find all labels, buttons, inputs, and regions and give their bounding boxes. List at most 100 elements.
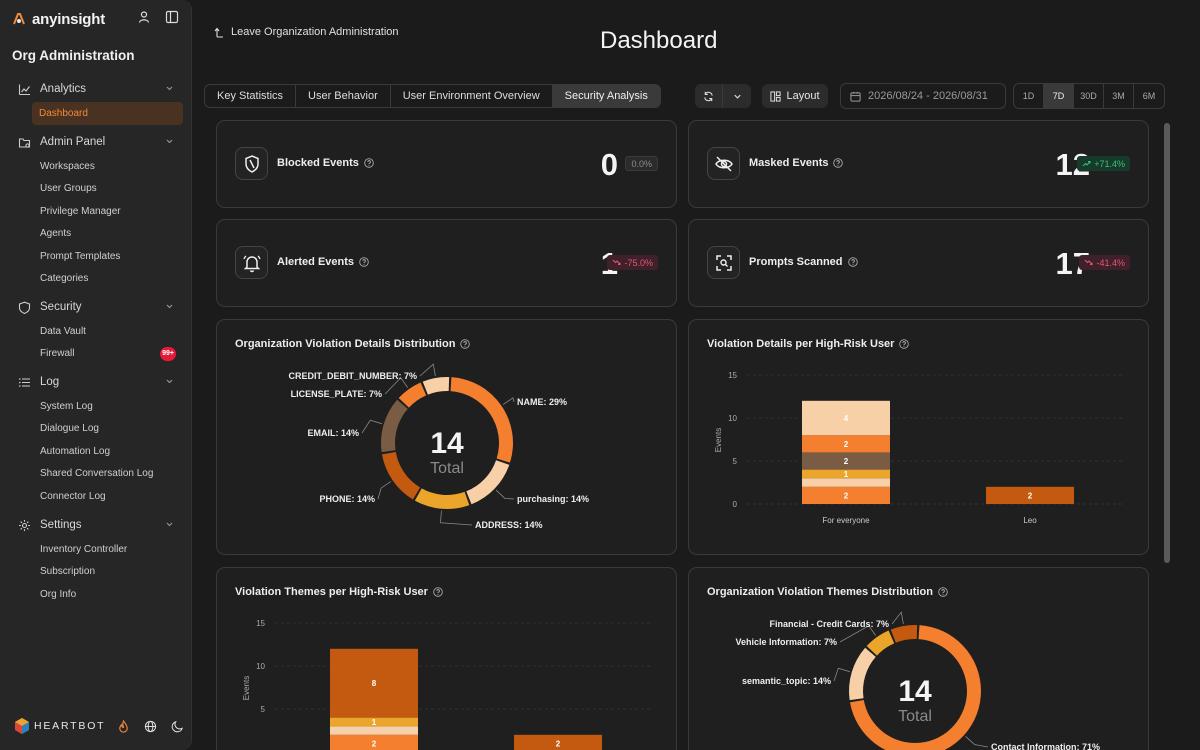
- sidebar-item-automation-log[interactable]: Automation Log: [0, 440, 192, 463]
- sidebar-item-prompt-templates[interactable]: Prompt Templates: [0, 245, 192, 268]
- sidebar-toggle-icon[interactable]: [165, 10, 179, 24]
- violation-themes-per-user-card: Violation Themes per High-Risk User 5 10 1…: [216, 567, 677, 750]
- alerted-events-label: Alerted Events: [277, 256, 369, 268]
- period-1d[interactable]: 1D: [1014, 84, 1044, 108]
- sidebar-item-dashboard[interactable]: Dashboard: [32, 102, 183, 125]
- sidebar-item-agents[interactable]: Agents: [0, 223, 192, 246]
- period-6m[interactable]: 6M: [1142, 91, 1156, 101]
- brand-logo[interactable]: anyinsight: [12, 10, 105, 28]
- help-icon[interactable]: [899, 339, 910, 349]
- donut-slice[interactable]: [450, 377, 513, 463]
- help-icon[interactable]: [847, 257, 858, 267]
- tab-security-analysis[interactable]: Security Analysis: [552, 85, 660, 107]
- bar-segment[interactable]: [986, 486, 1074, 504]
- nav-group-analytics[interactable]: Analytics: [0, 78, 192, 100]
- blocked-events-change-text: 0.0%: [631, 158, 652, 169]
- sidebar-item-workspaces[interactable]: Workspaces: [0, 155, 192, 178]
- tab-key-statistics[interactable]: Key Statistics: [205, 85, 297, 107]
- y-tick-label: 10: [256, 662, 265, 671]
- nav-group-settings[interactable]: Settings: [0, 514, 192, 536]
- bar-segment[interactable]: [802, 486, 890, 504]
- shield-slash-icon: [244, 154, 259, 173]
- donut-slice[interactable]: [849, 647, 876, 701]
- period-3m[interactable]: 3M: [1104, 84, 1134, 108]
- bar-segment[interactable]: [802, 469, 890, 479]
- sidebar-item-dialogue-log[interactable]: Dialogue Log: [0, 418, 192, 441]
- blocked-events-icon-box: [235, 147, 268, 180]
- tab-user-environment-overview[interactable]: User Environment Overview: [391, 85, 553, 107]
- bar-segment[interactable]: [330, 648, 418, 718]
- donut-slice[interactable]: [466, 460, 510, 505]
- donut-slice[interactable]: [398, 382, 427, 408]
- bar-segment[interactable]: [330, 717, 418, 727]
- y-tick-label: 0: [733, 500, 738, 509]
- sidebar-item-inventory-controller[interactable]: Inventory Controller: [0, 538, 192, 561]
- eye-off-icon: [714, 155, 733, 172]
- date-range-picker[interactable]: 2026/08/24 - 2026/08/31: [840, 83, 1006, 109]
- bar-segment[interactable]: [330, 726, 418, 735]
- nav-group-log[interactable]: Log: [0, 371, 192, 393]
- refresh-button[interactable]: [695, 84, 723, 108]
- donut-slice[interactable]: [414, 488, 470, 509]
- help-icon[interactable]: [359, 257, 369, 267]
- sidebar-item-system-log[interactable]: System Log: [0, 395, 192, 418]
- sidebar-item-label: Dialogue Log: [40, 423, 99, 435]
- sidebar-item-subscription[interactable]: Subscription: [0, 561, 192, 584]
- blocked-events-title: Blocked Events: [277, 157, 359, 169]
- y-tick-label: 10: [728, 414, 737, 423]
- bar-segment[interactable]: [802, 452, 890, 470]
- fire-icon[interactable]: [117, 719, 130, 733]
- help-icon[interactable]: [460, 339, 471, 349]
- sidebar-item-categories[interactable]: Categories: [0, 268, 192, 291]
- period-30d[interactable]: 30D: [1074, 84, 1104, 108]
- globe-icon[interactable]: [144, 720, 157, 733]
- bar-segment[interactable]: [330, 734, 418, 750]
- leave-org-admin-label: Leave Organization Administration: [231, 26, 399, 38]
- date-range-value: 2026/08/24 - 2026/08/31: [868, 90, 988, 102]
- refresh-options-button[interactable]: [723, 84, 751, 108]
- main-scrollbar[interactable]: [1162, 111, 1172, 750]
- scrollbar-thumb[interactable]: [1164, 123, 1170, 563]
- nav-group-admin-panel[interactable]: Admin Panel: [0, 131, 192, 153]
- violation-themes-distribution-title: Organization Violation Themes Distributi…: [707, 586, 948, 598]
- bar-segment[interactable]: [802, 478, 890, 487]
- sidebar-item-privilege-manager[interactable]: Privilege Manager: [0, 200, 192, 223]
- tab-user-behavior[interactable]: User Behavior: [296, 85, 391, 107]
- masked-events-card: Masked Events 12 +71.4%: [688, 120, 1149, 208]
- sidebar-item-label: Dashboard: [39, 107, 88, 119]
- nav-section-settings: Settings Inventory Controller Subscription…: [0, 514, 192, 606]
- sidebar-item-label: Prompt Templates: [40, 250, 121, 262]
- moon-icon[interactable]: [171, 720, 184, 733]
- donut-slice[interactable]: [890, 625, 918, 643]
- bar-segment[interactable]: [802, 400, 890, 436]
- donut-slice[interactable]: [422, 377, 450, 395]
- sidebar-footer: HEARTBOT: [14, 718, 184, 734]
- sidebar-item-shared-conversation-log[interactable]: Shared Conversation Log: [0, 463, 192, 486]
- sidebar-item-label: Inventory Controller: [40, 543, 128, 555]
- donut-slice[interactable]: [866, 630, 895, 656]
- user-icon[interactable]: [137, 10, 151, 24]
- help-icon[interactable]: [433, 587, 443, 597]
- nav-group-label: Log: [40, 376, 60, 388]
- help-icon[interactable]: [833, 158, 844, 168]
- donut-slice[interactable]: [381, 451, 421, 500]
- masked-events-change-text: +71.4%: [1094, 158, 1125, 169]
- period-7d[interactable]: 7D: [1044, 84, 1074, 108]
- sidebar-item-firewall[interactable]: Firewall 99+: [0, 343, 192, 366]
- violation-details-distribution-card: Organization Violation Details Distribut…: [216, 319, 677, 555]
- bar-segment[interactable]: [802, 435, 890, 453]
- donut-slice[interactable]: [381, 399, 408, 453]
- bar-segment[interactable]: [514, 734, 602, 750]
- sidebar-top-icons: [137, 10, 179, 24]
- sidebar-item-user-groups[interactable]: User Groups: [0, 178, 192, 201]
- help-icon[interactable]: [364, 158, 374, 168]
- leave-org-admin-link[interactable]: Leave Organization Administration: [214, 26, 399, 38]
- help-icon[interactable]: [938, 587, 948, 597]
- nav-group-security[interactable]: Security: [0, 296, 192, 318]
- layout-button[interactable]: Layout: [762, 84, 828, 108]
- trend-down-icon: [613, 259, 621, 265]
- sidebar-item-org-info[interactable]: Org Info: [0, 583, 192, 606]
- bar-value-label: 1: [844, 470, 849, 479]
- sidebar-item-connector-log[interactable]: Connector Log: [0, 485, 192, 508]
- sidebar-item-data-vault[interactable]: Data Vault: [0, 320, 192, 343]
